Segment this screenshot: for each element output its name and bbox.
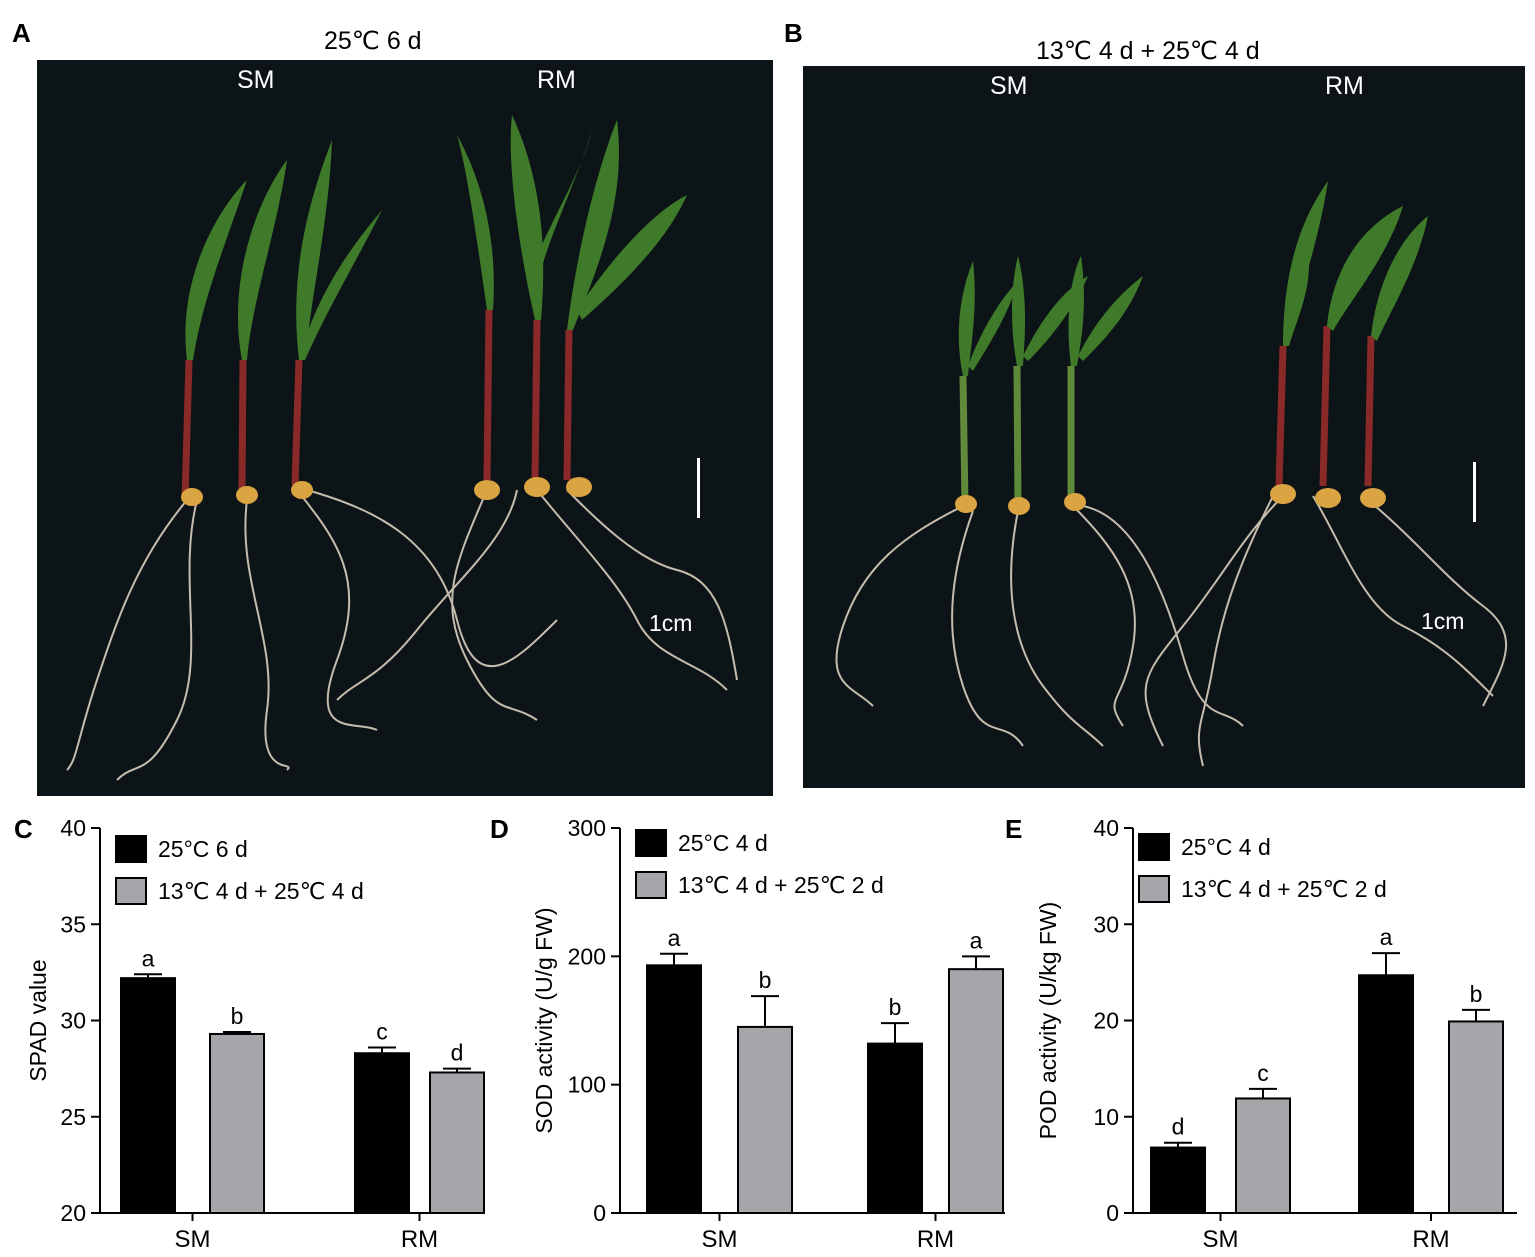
seedling-illustration-a xyxy=(66,115,738,781)
bar-d-sm-series-2 xyxy=(737,1025,793,1214)
bar-c-rm-series-2 xyxy=(429,1071,485,1214)
significance-letter: a xyxy=(142,945,155,971)
y-axis-label: SPAD value xyxy=(25,959,51,1081)
significance-letter: d xyxy=(1172,1114,1185,1140)
bar-e-sm-series-2 xyxy=(1235,1097,1291,1215)
photo-b-label-sm: SM xyxy=(990,72,1028,100)
y-tick-label: 30 xyxy=(60,1008,86,1034)
significance-letter: a xyxy=(1380,924,1393,950)
photo-a-scale-bar xyxy=(697,458,700,518)
legend-label-series-1: 25°C 4 d xyxy=(678,830,768,856)
significance-letter: b xyxy=(889,994,902,1020)
roots-b xyxy=(835,495,1508,767)
y-axis-label: SOD activity (U/g FW) xyxy=(531,907,557,1133)
y-tick-label: 20 xyxy=(1093,1008,1119,1034)
panel-letter-c: C xyxy=(14,814,33,844)
y-tick-label: 10 xyxy=(1093,1104,1119,1130)
significance-letter: b xyxy=(1470,981,1483,1007)
legend-swatch-series-2 xyxy=(115,877,147,905)
legend-swatch-series-2 xyxy=(1138,875,1170,903)
panel-letter-a: A xyxy=(12,18,31,48)
stems-b xyxy=(959,325,1375,507)
panel-letter-e: E xyxy=(1005,814,1022,844)
x-tick-label-rm: RM xyxy=(1412,1226,1449,1253)
photo-b-scale-bar xyxy=(1473,462,1476,522)
significance-letter: c xyxy=(1257,1060,1269,1086)
legend-label-series-1: 25°C 4 d xyxy=(1181,834,1271,860)
y-tick-label: 0 xyxy=(1106,1200,1119,1226)
legend-label-series-2: 13℃ 4 d + 25℃ 2 d xyxy=(678,872,884,898)
legend-swatch-series-2 xyxy=(635,871,667,899)
legend-label-series-2: 13℃ 4 d + 25℃ 4 d xyxy=(158,878,364,904)
y-tick-label: 35 xyxy=(60,911,86,937)
seeds-a xyxy=(181,477,592,506)
photo-a-scale-label: 1cm xyxy=(649,610,693,636)
y-tick-label: 25 xyxy=(60,1104,86,1130)
panel-a-title: 25℃ 6 d xyxy=(324,27,422,55)
x-tick-label-sm: SM xyxy=(702,1226,738,1253)
y-tick-label: 0 xyxy=(593,1200,606,1226)
x-tick-label-sm: SM xyxy=(1203,1226,1239,1253)
y-axis-label: POD activity (U/kg FW) xyxy=(1035,902,1061,1140)
legend-swatch-series-1 xyxy=(115,835,147,863)
photo-b-scale-label: 1cm xyxy=(1421,608,1465,634)
photo-b-label-rm: RM xyxy=(1325,72,1364,100)
y-tick-label: 20 xyxy=(60,1200,86,1226)
significance-letter: d xyxy=(451,1040,464,1066)
x-tick-label-sm: SM xyxy=(175,1226,211,1253)
y-tick-label: 40 xyxy=(60,815,86,841)
seedling-photo-b: SM RM 1cm xyxy=(803,66,1525,788)
leaves-a xyxy=(185,115,687,360)
roots-a xyxy=(66,489,738,781)
significance-letter: b xyxy=(759,967,772,993)
photo-a-label-sm: SM xyxy=(237,66,275,94)
bar-d-rm-series-2 xyxy=(948,968,1004,1215)
legend-label-series-1: 25°C 6 d xyxy=(158,836,248,862)
bar-c-sm-series-1 xyxy=(120,977,176,1215)
bar-d-rm-series-1 xyxy=(867,1042,923,1214)
bar-e-sm-series-1 xyxy=(1150,1146,1206,1215)
bar-e-rm-series-2 xyxy=(1448,1020,1504,1215)
stems-a xyxy=(181,309,573,501)
legend-swatch-series-1 xyxy=(1138,833,1170,861)
significance-letter: a xyxy=(668,925,681,951)
y-tick-label: 200 xyxy=(568,943,606,969)
bar-d-sm-series-1 xyxy=(646,964,702,1214)
x-tick-label-rm: RM xyxy=(401,1226,438,1253)
panel-b-title: 13℃ 4 d + 25℃ 4 d xyxy=(1036,37,1260,65)
y-tick-label: 100 xyxy=(568,1072,606,1098)
leaves-b xyxy=(958,181,1428,376)
bar-c-rm-series-1 xyxy=(354,1052,410,1214)
significance-letter: c xyxy=(376,1018,388,1044)
significance-letter: b xyxy=(231,1003,244,1029)
bar-e-rm-series-1 xyxy=(1358,974,1414,1215)
y-tick-label: 40 xyxy=(1093,815,1119,841)
significance-letter: a xyxy=(970,927,983,953)
seedling-photo-a: SM RM 1cm xyxy=(37,60,773,796)
y-tick-label: 300 xyxy=(568,815,606,841)
seeds-b xyxy=(955,484,1386,515)
seedling-illustration-b xyxy=(835,181,1508,767)
x-tick-label-rm: RM xyxy=(917,1226,954,1253)
photo-a-label-rm: RM xyxy=(537,66,576,94)
legend-label-series-2: 13℃ 4 d + 25℃ 2 d xyxy=(1181,876,1387,902)
y-tick-label: 30 xyxy=(1093,911,1119,937)
bar-c-sm-series-2 xyxy=(209,1032,265,1214)
panel-letter-d: D xyxy=(490,814,509,844)
legend-swatch-series-1 xyxy=(635,829,667,857)
panel-letter-b: B xyxy=(784,18,803,48)
